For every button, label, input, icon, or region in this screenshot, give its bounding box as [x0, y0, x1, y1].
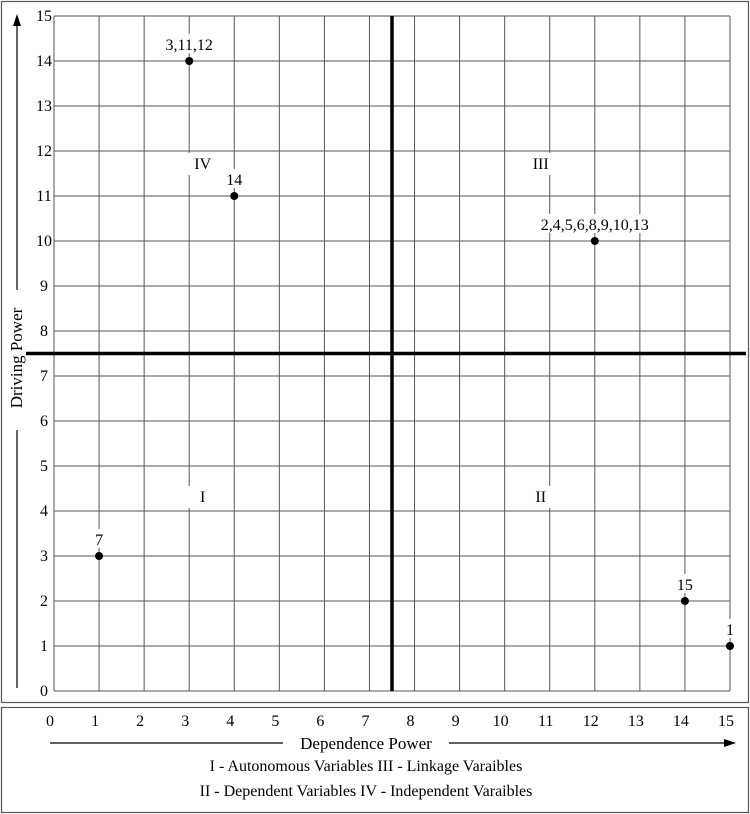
y-tick-label: 15 — [36, 8, 52, 25]
quadrant-label: IV — [194, 156, 211, 173]
quadrant-label-bg — [184, 486, 221, 508]
data-point — [230, 192, 239, 200]
data-label: 3,11,12 — [165, 37, 212, 54]
y-tick-label: 12 — [36, 143, 52, 160]
y-axis-title-bg — [8, 290, 26, 430]
y-tick-label: 8 — [40, 323, 48, 340]
data-label: 7 — [95, 532, 103, 549]
y-tick-label: 10 — [36, 233, 52, 250]
x-tick-label: 11 — [538, 713, 553, 730]
data-label-bg — [158, 34, 220, 53]
x-axis-title-group: Dependence Power — [50, 733, 736, 753]
y-tick-label: 5 — [40, 458, 48, 475]
legend-frame — [0, 706, 750, 814]
quadrant-label-bg — [522, 486, 559, 508]
y-tick-label: 2 — [40, 593, 48, 610]
x-tick-label: 13 — [628, 713, 644, 730]
data-point — [590, 237, 599, 245]
x-tick-label: 9 — [452, 713, 460, 730]
data-label: 15 — [677, 577, 693, 594]
data-label: 1 — [726, 622, 734, 639]
data-label-bg — [92, 529, 106, 548]
y-tick-label: 7 — [40, 368, 48, 385]
x-tick-label: 15 — [718, 713, 734, 730]
x-axis-title-bg — [283, 733, 449, 753]
legend-line-2: II - Dependent Variables IV - Independen… — [200, 783, 533, 800]
x-tick-label: 4 — [226, 713, 234, 730]
y-tick-label: 6 — [40, 413, 48, 430]
data-point — [726, 642, 734, 650]
x-axis-arrowhead — [724, 739, 736, 747]
y-axis-title: Driving Power — [7, 307, 26, 408]
y-tick-label: 0 — [40, 683, 48, 700]
y-axis-title-group: Driving Power — [7, 14, 26, 688]
x-tick-label: 3 — [181, 713, 189, 730]
y-tick-label: 4 — [40, 503, 48, 520]
x-tick-label: 2 — [136, 713, 144, 730]
data-point — [185, 57, 194, 65]
x-tick-label: 5 — [271, 713, 279, 730]
data-label-bg — [674, 574, 696, 593]
x-tick-label: 0 — [46, 713, 54, 730]
data-label: 14 — [226, 172, 242, 189]
quadrant-dividers — [14, 16, 746, 691]
quadrant-label-bg — [184, 153, 221, 175]
x-tick-label: 7 — [361, 713, 369, 730]
y-axis-arrowhead — [13, 14, 21, 26]
x-tick-label: 10 — [493, 713, 509, 730]
data-label-bg — [723, 619, 737, 638]
x-tick-labels: 0 1 2 3 4 5 6 7 8 9 10 11 12 13 14 15 — [46, 713, 734, 730]
data-points: 3,11,12 14 2,4,5,6,8,9,10,13 7 15 1 — [92, 34, 737, 650]
y-tick-label: 11 — [36, 188, 51, 205]
quadrant-label: I — [200, 489, 205, 506]
y-tick-label: 3 — [40, 548, 48, 565]
quadrant-label: II — [535, 489, 546, 506]
x-tick-label: 1 — [91, 713, 99, 730]
x-axis-title: Dependence Power — [300, 734, 432, 753]
data-label: 2,4,5,6,8,9,10,13 — [541, 217, 649, 234]
data-point — [680, 597, 689, 605]
y-tick-label: 13 — [36, 98, 52, 115]
data-label-bg — [224, 169, 245, 188]
quadrant-label-bg — [522, 153, 559, 175]
legend-line-1: I - Autonomous Variables III - Linkage V… — [210, 758, 523, 775]
plot-frame — [0, 0, 750, 704]
y-tick-label: 14 — [36, 53, 52, 70]
data-point — [95, 552, 104, 560]
x-tick-label: 8 — [407, 713, 415, 730]
x-tick-label: 6 — [316, 713, 324, 730]
y-tick-label: 9 — [40, 278, 48, 295]
x-tick-label: 12 — [583, 713, 599, 730]
quadrant-label: III — [533, 156, 549, 173]
y-tick-label: 1 — [40, 638, 48, 655]
x-tick-label: 14 — [673, 713, 689, 730]
data-label-bg — [523, 214, 667, 233]
